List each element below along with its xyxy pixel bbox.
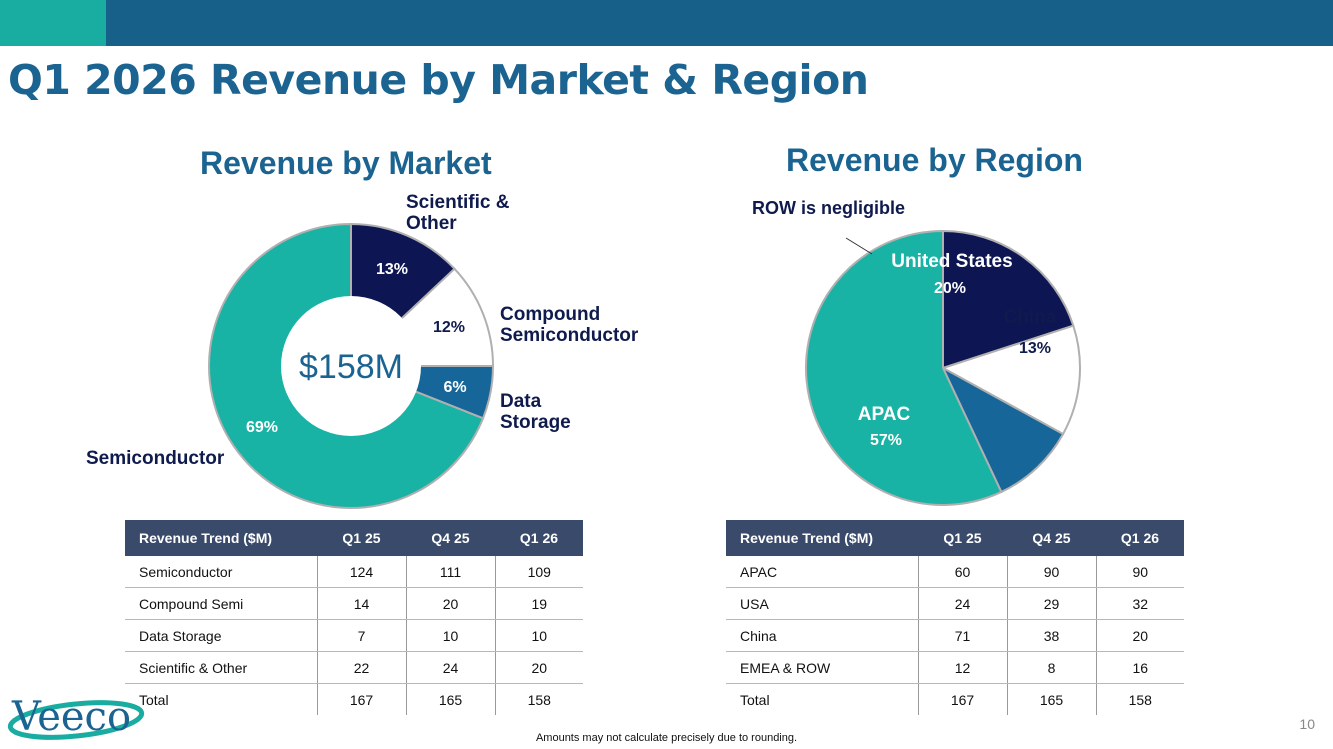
table-cell: 16 [1095, 651, 1184, 684]
region-annotation: ROW is negligible [752, 198, 905, 218]
table-cell: 22 [316, 651, 406, 684]
column-header: Q1 25 [317, 520, 406, 556]
column-header: Q1 25 [918, 520, 1007, 556]
veeco-logo: Veeco [7, 694, 145, 740]
market-donut-hole [281, 296, 421, 436]
table-row: USA 24 29 32 [726, 587, 1184, 620]
table-header-row: Revenue Trend ($M) Q1 25 Q4 25 Q1 26 [125, 520, 583, 556]
region-slice-label: APAC [858, 404, 911, 425]
annotation-leader-line [845, 237, 873, 255]
table-cell: 158 [1095, 683, 1184, 715]
region-pie [805, 229, 1081, 506]
column-header: Revenue Trend ($M) [125, 520, 317, 556]
region-pct-label: 13% [1019, 340, 1051, 357]
table-cell: 90 [1006, 556, 1096, 588]
table-cell: 71 [917, 619, 1007, 652]
region-revenue-table: Revenue Trend ($M) Q1 25 Q4 25 Q1 26 APAC 60… [726, 520, 1184, 715]
table-row: EMEA & ROW 12 8 16 [726, 651, 1184, 684]
table-row: Total 167 165 158 [726, 683, 1184, 715]
table-cell: 158 [494, 683, 583, 715]
table-cell: 7 [316, 619, 406, 652]
market-revenue-table: Revenue Trend ($M) Q1 25 Q4 25 Q1 26 Semico… [125, 520, 583, 715]
table-cell: 20 [1095, 619, 1184, 652]
table-cell: 14 [316, 587, 406, 620]
table-cell: 12 [917, 651, 1007, 684]
region-slice-label: United States [891, 251, 1012, 272]
table-row: Total 167 165 158 [125, 683, 583, 715]
region-chart-title: Revenue by Region [786, 142, 1083, 178]
market-slice-label: Compound Semiconductor [500, 304, 639, 346]
region-slice-label: China [1004, 307, 1057, 328]
region-pct-label: 10% [1027, 401, 1059, 418]
table-cell: Total [740, 691, 770, 708]
market-slice-label: Semiconductor [86, 448, 225, 469]
table-cell: 111 [405, 556, 495, 588]
column-header: Q4 25 [1007, 520, 1096, 556]
table-cell: 29 [1006, 587, 1096, 620]
table-row: APAC 60 90 90 [726, 556, 1184, 588]
table-cell: 20 [494, 651, 583, 684]
table-cell: 165 [405, 683, 495, 715]
market-slice-label: Data Storage [500, 391, 571, 433]
column-header: Q1 26 [495, 520, 583, 556]
table-cell: USA [726, 587, 918, 620]
region-slice [942, 229, 1075, 370]
table-cell: 109 [494, 556, 583, 588]
table-header-row: Revenue Trend ($M) Q1 25 Q4 25 Q1 26 [726, 520, 1184, 556]
column-header: Revenue Trend ($M) [726, 520, 918, 556]
table-cell: 24 [917, 587, 1007, 620]
header-bar [106, 0, 1333, 46]
market-pct-label: 13% [376, 261, 408, 278]
region-slice-label: EMEA [1016, 377, 1071, 398]
table-cell: Semiconductor [125, 556, 317, 588]
table-cell: 90 [1095, 556, 1184, 588]
table-cell: 10 [494, 619, 583, 652]
region-slice [805, 229, 1003, 506]
table-cell: 10 [405, 619, 495, 652]
table-cell: Scientific & Other [125, 651, 317, 684]
table-row: Compound Semi 14 20 19 [125, 587, 583, 620]
table-cell: EMEA & ROW [726, 651, 918, 684]
table-cell: 124 [316, 556, 406, 588]
table-cell: 60 [917, 556, 1007, 588]
market-chart-title: Revenue by Market [200, 145, 492, 181]
market-pct-label: 69% [246, 419, 278, 436]
table-row: Semiconductor 124 111 109 [125, 556, 583, 588]
page-title: Q1 2026 Revenue by Market & Region [8, 56, 869, 104]
table-cell: Compound Semi [125, 587, 317, 620]
rounding-footnote: Amounts may not calculate precisely due … [535, 732, 798, 744]
table-cell: Total [139, 691, 169, 708]
table-cell: China [726, 619, 918, 652]
market-pct-label: 6% [443, 379, 466, 396]
table-row: Data Storage 7 10 10 [125, 619, 583, 652]
table-cell: APAC [726, 556, 918, 588]
market-center-label: $158M [299, 348, 403, 386]
region-slice [940, 324, 1081, 436]
region-pct-label: 20% [934, 280, 966, 297]
header-accent-bar [0, 0, 106, 46]
table-cell: 20 [405, 587, 495, 620]
market-pct-label: 12% [433, 319, 465, 336]
table-cell: 19 [494, 587, 583, 620]
table-row: Scientific & Other 22 24 20 [125, 651, 583, 684]
table-cell: 24 [405, 651, 495, 684]
column-header: Q1 26 [1096, 520, 1184, 556]
table-cell: 167 [316, 683, 406, 715]
table-cell: Data Storage [125, 619, 317, 652]
page-number: 10 [1299, 716, 1315, 732]
region-pct-label: 57% [870, 432, 902, 449]
table-cell: 32 [1095, 587, 1184, 620]
region-slice [940, 365, 1065, 494]
market-slice-label: Scientific & Other [406, 192, 515, 234]
logo-text: Veeco [11, 694, 131, 740]
table-cell: 167 [917, 683, 1007, 715]
table-cell: 165 [1006, 683, 1096, 715]
table-cell: 38 [1006, 619, 1096, 652]
column-header: Q4 25 [406, 520, 495, 556]
table-cell: 8 [1006, 651, 1096, 684]
table-row: China 71 38 20 [726, 619, 1184, 652]
